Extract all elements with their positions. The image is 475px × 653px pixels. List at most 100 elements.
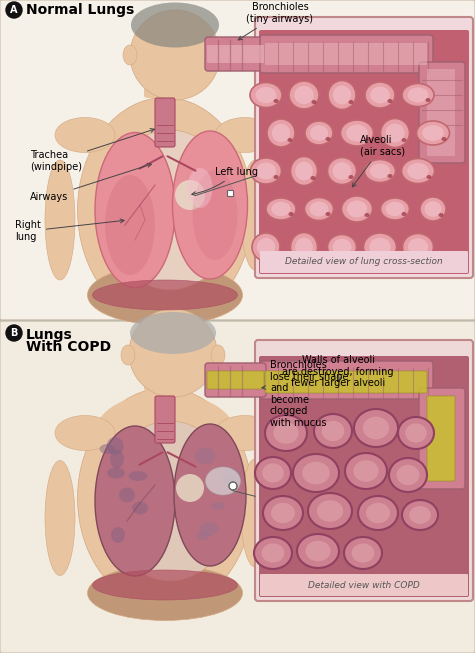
Ellipse shape: [363, 417, 389, 439]
Text: Trachea
(windpipe): Trachea (windpipe): [30, 129, 154, 172]
Ellipse shape: [310, 125, 328, 141]
Ellipse shape: [349, 100, 353, 104]
Ellipse shape: [344, 537, 382, 569]
Ellipse shape: [426, 251, 430, 255]
Ellipse shape: [305, 541, 331, 561]
Ellipse shape: [386, 123, 404, 142]
Ellipse shape: [380, 198, 409, 220]
Ellipse shape: [287, 138, 293, 142]
FancyBboxPatch shape: [205, 363, 266, 397]
Ellipse shape: [172, 131, 247, 279]
Ellipse shape: [427, 175, 431, 179]
Text: Bronchioles
(tiny airways): Bronchioles (tiny airways): [238, 3, 314, 40]
Ellipse shape: [333, 86, 351, 104]
Ellipse shape: [417, 121, 449, 145]
Ellipse shape: [274, 175, 278, 179]
Text: Detailed view of lung cross-section: Detailed view of lung cross-section: [285, 257, 443, 266]
Ellipse shape: [93, 570, 238, 600]
Ellipse shape: [99, 444, 114, 454]
Ellipse shape: [389, 458, 427, 492]
FancyBboxPatch shape: [260, 361, 433, 399]
Ellipse shape: [358, 496, 398, 530]
Ellipse shape: [402, 234, 434, 261]
Ellipse shape: [131, 3, 219, 48]
Ellipse shape: [174, 424, 246, 566]
Ellipse shape: [405, 423, 427, 443]
Ellipse shape: [271, 202, 291, 216]
Ellipse shape: [105, 130, 235, 290]
FancyBboxPatch shape: [155, 396, 175, 443]
FancyBboxPatch shape: [205, 37, 266, 71]
FancyBboxPatch shape: [260, 35, 433, 73]
FancyBboxPatch shape: [427, 396, 455, 481]
Text: Airways: Airways: [30, 163, 152, 202]
Ellipse shape: [420, 197, 446, 221]
FancyBboxPatch shape: [207, 371, 264, 389]
Ellipse shape: [295, 161, 313, 180]
Ellipse shape: [407, 163, 429, 179]
Ellipse shape: [408, 88, 428, 103]
Ellipse shape: [293, 454, 339, 492]
Ellipse shape: [194, 447, 216, 464]
Ellipse shape: [206, 467, 240, 495]
Ellipse shape: [175, 180, 205, 210]
Ellipse shape: [211, 345, 225, 365]
FancyBboxPatch shape: [260, 251, 468, 273]
Ellipse shape: [310, 202, 328, 217]
Ellipse shape: [325, 137, 331, 141]
Ellipse shape: [408, 238, 428, 256]
Ellipse shape: [95, 426, 175, 576]
Ellipse shape: [123, 45, 137, 65]
Ellipse shape: [389, 252, 393, 256]
Ellipse shape: [77, 97, 253, 323]
FancyBboxPatch shape: [0, 321, 475, 653]
Ellipse shape: [291, 157, 317, 185]
Ellipse shape: [349, 251, 353, 255]
Ellipse shape: [256, 163, 276, 180]
FancyBboxPatch shape: [207, 45, 264, 63]
Ellipse shape: [345, 453, 387, 489]
Ellipse shape: [95, 110, 235, 190]
Ellipse shape: [354, 409, 398, 447]
Ellipse shape: [274, 99, 278, 103]
Ellipse shape: [380, 118, 409, 148]
Ellipse shape: [425, 201, 441, 217]
Ellipse shape: [402, 84, 434, 106]
Ellipse shape: [254, 537, 292, 569]
Text: Normal Lungs: Normal Lungs: [26, 3, 134, 17]
Ellipse shape: [327, 234, 357, 259]
Ellipse shape: [200, 522, 219, 536]
Ellipse shape: [255, 457, 291, 489]
Ellipse shape: [322, 421, 344, 441]
Ellipse shape: [252, 233, 280, 261]
Ellipse shape: [369, 238, 391, 256]
Ellipse shape: [45, 460, 75, 575]
Ellipse shape: [266, 198, 296, 220]
Ellipse shape: [272, 124, 290, 142]
FancyBboxPatch shape: [255, 17, 473, 278]
Ellipse shape: [363, 233, 397, 261]
FancyBboxPatch shape: [265, 371, 427, 393]
Ellipse shape: [317, 500, 343, 522]
Ellipse shape: [256, 87, 276, 103]
Ellipse shape: [119, 488, 135, 503]
Ellipse shape: [45, 160, 75, 280]
Ellipse shape: [213, 45, 227, 65]
FancyBboxPatch shape: [260, 574, 468, 596]
Circle shape: [6, 2, 22, 18]
Ellipse shape: [95, 133, 175, 287]
Ellipse shape: [289, 81, 319, 109]
Ellipse shape: [105, 175, 155, 275]
Text: Right
lung: Right lung: [15, 219, 124, 242]
Ellipse shape: [294, 86, 314, 104]
Ellipse shape: [366, 503, 390, 523]
Ellipse shape: [401, 212, 407, 216]
FancyBboxPatch shape: [227, 190, 233, 196]
Text: B: B: [10, 328, 18, 338]
Ellipse shape: [365, 137, 371, 141]
Text: Detailed view with COPD: Detailed view with COPD: [308, 581, 420, 590]
FancyBboxPatch shape: [144, 340, 186, 391]
Text: With COPD: With COPD: [26, 340, 111, 354]
Ellipse shape: [250, 82, 282, 108]
Ellipse shape: [327, 157, 357, 185]
